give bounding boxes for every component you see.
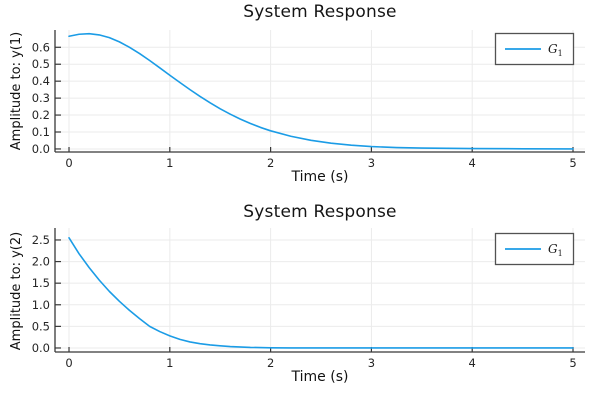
x-tick-label: 3 <box>368 156 375 170</box>
plot-canvas-y2: 0 1 2 3 4 5 0.0 0.5 1.0 1.5 2.0 2.5 G1 <box>32 228 585 370</box>
x-tick-label: 2 <box>267 156 274 170</box>
x-tick-label: 4 <box>469 356 476 370</box>
y-tick-label: 0.0 <box>32 142 50 156</box>
y-tick-label: 0.2 <box>32 108 50 122</box>
y-tick-label: 2.0 <box>32 255 50 269</box>
y-tick-label: 0.5 <box>32 319 50 333</box>
y-tick-label: 0.0 <box>32 341 50 355</box>
series-line <box>68 237 574 349</box>
y-tick-label: 0.5 <box>32 57 50 71</box>
x-tick-label: 0 <box>65 156 72 170</box>
x-tick-label: 3 <box>368 356 375 370</box>
plot-canvas-y1: 0 1 2 3 4 5 0.0 0.1 0.2 0.3 0.4 0.5 0.6 G1 <box>32 30 585 170</box>
plot-title: System Response <box>243 202 397 222</box>
plot-title: System Response <box>243 2 397 22</box>
y-tick-label: 0.3 <box>32 91 50 105</box>
y-tick-label: 1.5 <box>32 276 50 290</box>
x-tick-label: 2 <box>267 356 274 370</box>
x-axis-label: Time (s) <box>291 369 349 385</box>
legend-label: G1 <box>548 42 563 58</box>
x-tick-label: 5 <box>569 156 576 170</box>
legend-label: G1 <box>548 242 563 258</box>
x-axis-label: Time (s) <box>291 169 349 185</box>
series-line <box>68 32 574 150</box>
x-tick-label: 5 <box>569 356 576 370</box>
x-tick-label: 1 <box>166 156 173 170</box>
y-tick-label: 0.6 <box>32 40 50 54</box>
y-tick-label: 1.0 <box>32 298 50 312</box>
x-tick-label: 4 <box>469 156 476 170</box>
x-tick-label: 1 <box>166 356 173 370</box>
y-tick-label: 0.1 <box>32 125 50 139</box>
y-tick-label: 0.4 <box>32 74 50 88</box>
x-tick-label: 0 <box>65 356 72 370</box>
y-tick-label: 2.5 <box>32 233 50 247</box>
